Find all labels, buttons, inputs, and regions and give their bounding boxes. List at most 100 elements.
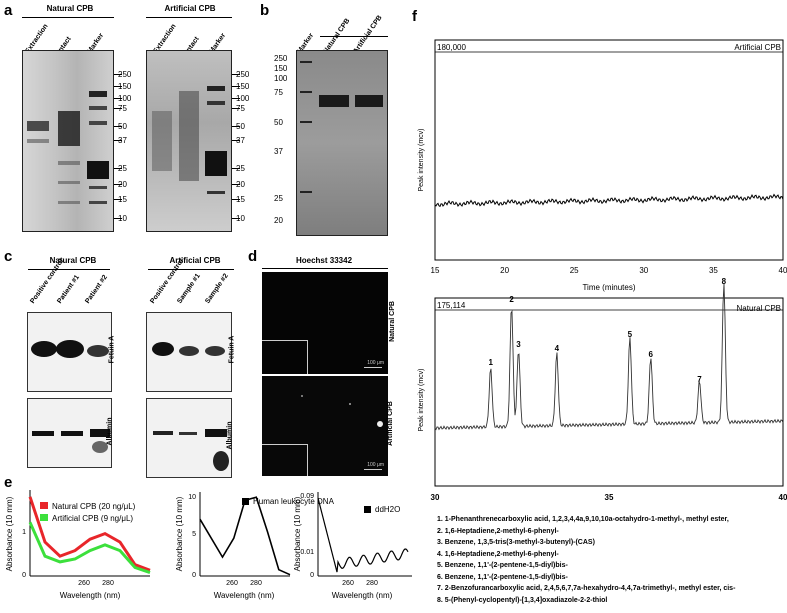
blot-artificial-fetuin	[146, 312, 232, 392]
d-natural-label: Natural CPB	[388, 301, 396, 342]
compound-2: 2. 1,6-Heptadiene,2-methyl-6-phenyl-	[437, 527, 559, 535]
mw-label-a2-5: 37	[236, 136, 245, 145]
compound-8: 8. 5-(Phenyl-cyclopentyl)-[1,3,4]oxadiaz…	[437, 596, 608, 604]
mw-label-a2-7: 20	[236, 180, 245, 189]
mw-tick-a2-2	[232, 98, 240, 99]
mw-tick-a2-6	[232, 168, 240, 169]
compound-5: 5. Benzene, 1,1'-(2-pentene-1,5-diyl)bis…	[437, 562, 568, 569]
mw-label-a1-7: 20	[118, 180, 127, 189]
mw-tick-a1-6	[114, 168, 122, 169]
peak-label-7: 7	[697, 375, 702, 384]
e3-xtick-260: 260	[342, 580, 354, 587]
peak-label-5: 5	[628, 330, 633, 339]
panel-d-label: d	[248, 248, 258, 265]
peak-label-1: 1	[488, 358, 493, 367]
mw-label-a1-1: 150	[118, 82, 132, 91]
lane-b-artificial: Artificial CPB	[352, 14, 384, 56]
mw-tick-a1-2	[114, 98, 122, 99]
f-top-xtick-40: 40	[779, 266, 787, 275]
scale-bar-label: 100 μm	[367, 360, 384, 366]
mw-tick-a1-9	[114, 218, 122, 219]
legend-swatch-natural	[40, 502, 48, 509]
f-top-xtick-20: 20	[500, 266, 509, 275]
f-bottom-ylabel: Peak intensity (mcv)	[418, 368, 425, 431]
mw-label-a2-3: 75	[236, 104, 245, 113]
panel-a-label: a	[4, 2, 13, 19]
compound-3: 3. Benzene, 1,3,5-tris(3-methyl-3-buteny…	[437, 539, 595, 546]
scale-bar-label-2: 100 μm	[367, 462, 384, 468]
artificial-cpb-chromatogram	[434, 193, 784, 208]
mw-label-b-0: 250	[274, 54, 288, 63]
f-top-xtick-35: 35	[709, 266, 718, 275]
compound-6: 6. Benzene, 1,1'-(2-pentene-1,5-diyl)bis…	[437, 573, 568, 581]
mw-label-b-2: 100	[274, 74, 288, 83]
f-top-xtick-30: 30	[639, 266, 648, 275]
mw-label-a2-2: 100	[236, 94, 250, 103]
mw-tick-a1-5	[114, 140, 122, 141]
mw-tick-a1-1	[114, 86, 122, 87]
mw-tick-a2-5	[232, 140, 240, 141]
legend-natural: Natural CPB (20 ng/μL)	[52, 502, 136, 511]
e1-ytick-0: 0	[22, 572, 26, 579]
e3-ytick-0: 0	[310, 572, 314, 579]
mw-label-a1-4: 50	[118, 122, 127, 131]
hoechst-artificial-image: 100 μm	[262, 376, 388, 476]
f-bot-xtick-40: 40	[779, 493, 787, 502]
mw-tick-a2-4	[232, 126, 240, 127]
legend-water: ddH2O	[375, 505, 400, 514]
mw-label-a1-3: 75	[118, 104, 127, 113]
artificial-cpb-uv-line	[28, 521, 151, 575]
mw-label-b-5: 37	[274, 147, 283, 156]
legend-artificial: Artificial CPB (9 ng/μL)	[52, 514, 133, 523]
natural-cpb-uv-line	[28, 496, 151, 572]
c-lane-3: Patient #2	[84, 273, 109, 305]
f-bottom-title: Natural CPB	[737, 304, 781, 313]
peak-label-6: 6	[649, 350, 654, 359]
c-artificial-title: Artificial CPB	[169, 256, 221, 265]
e2-ylabel: Absorbance (10 mm)	[175, 496, 184, 571]
natural-cpb-chromatogram	[434, 283, 784, 431]
mw-tick-a1-3	[114, 108, 122, 109]
mw-tick-a2-1	[232, 86, 240, 87]
c-albumin-label-2: Albumin	[226, 421, 234, 450]
f-bot-xtick-30: 30	[431, 493, 440, 502]
e1-xlabel: Wavelength (nm)	[60, 591, 121, 600]
mw-label-a2-6: 25	[236, 164, 245, 173]
mw-label-b-3: 75	[274, 88, 283, 97]
c-lane-5: Sample #1	[176, 272, 202, 305]
c-natural-title: Natural CPB	[49, 256, 97, 265]
legend-swatch-artificial	[40, 514, 48, 521]
e3-ytick-009: 0.09	[300, 493, 314, 500]
hoechst-natural-image: 100 μm	[262, 272, 388, 374]
mw-label-b-1: 150	[274, 64, 288, 73]
blot-natural-fetuin	[27, 312, 112, 392]
f-bot-xtick-35: 35	[605, 493, 614, 502]
mw-tick-a2-9	[232, 218, 240, 219]
e2-ytick-10: 10	[188, 494, 196, 501]
peak-label-8: 8	[722, 277, 727, 286]
mw-tick-a2-3	[232, 108, 240, 109]
e1-xtick-260: 260	[78, 580, 90, 587]
c-lane-2: Patient #1	[56, 273, 81, 305]
c-lane-6: Sample #2	[204, 272, 230, 305]
mw-label-a2-9: 10	[236, 214, 245, 223]
mw-label-a1-8: 15	[118, 195, 127, 204]
mw-label-a1-0: 250	[118, 70, 132, 79]
mw-tick-a1-4	[114, 126, 122, 127]
panel-b-label: b	[260, 2, 270, 19]
c-fetuin-label-2: Fetuin A	[228, 335, 236, 364]
blot-artificial-albumin	[146, 398, 232, 478]
f-top-title: Artificial CPB	[734, 43, 781, 52]
f-top-xlabel: Time (minutes)	[582, 283, 635, 292]
legend-dna: Human leukocyte DNA	[253, 497, 335, 506]
e1-ytick-1: 1	[22, 529, 26, 536]
panel-b-gel	[296, 50, 388, 236]
e3-ylabel: Absorbance (10 mm)	[293, 496, 302, 571]
f-top-xtick-25: 25	[570, 266, 579, 275]
f-top-ylabel: Peak intensity (mcv)	[418, 128, 425, 191]
e2-xtick-280: 280	[250, 580, 262, 587]
compound-7: 7. 2-Benzofurancarboxylic acid, 2,4,5,6,…	[437, 585, 736, 592]
natural-cpb-gel-title: Natural CPB	[46, 4, 94, 13]
mw-tick-a1-0	[114, 74, 122, 75]
panel-f-label: f	[412, 8, 417, 25]
